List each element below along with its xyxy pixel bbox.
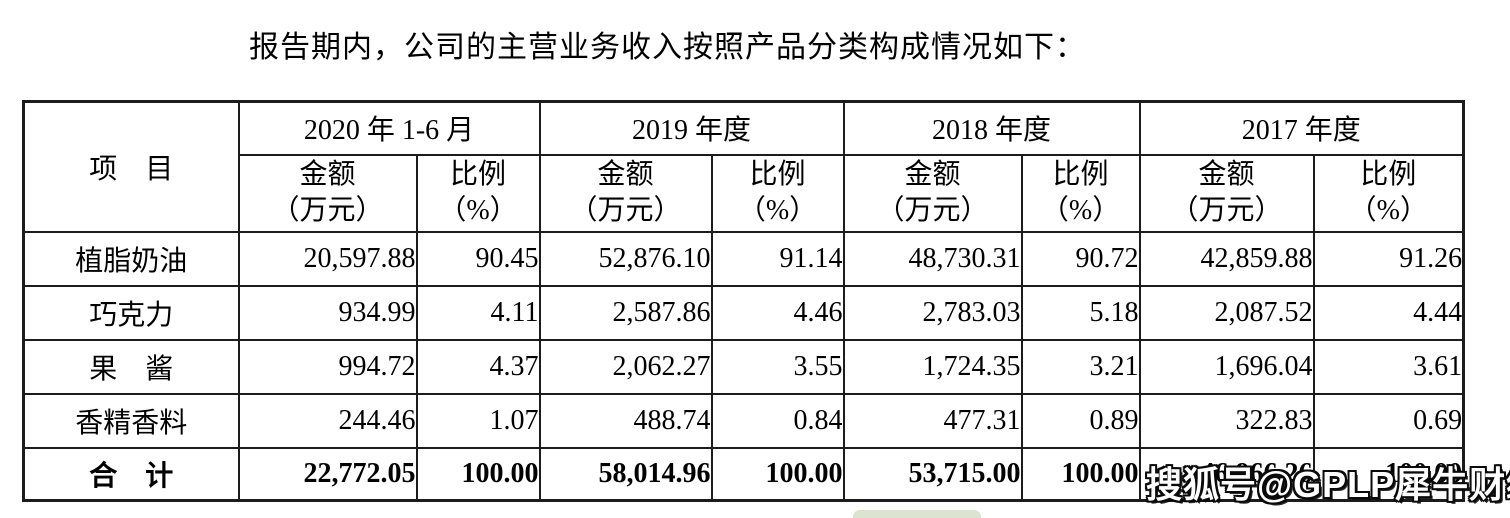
ratio-cell: 4.46 [710, 284, 845, 341]
amount-cell: 2,587.86 [538, 284, 713, 341]
total-amount-cell: 22,772.05 [237, 446, 418, 502]
total-amount-cell: 53,715.00 [842, 446, 1023, 502]
subheader-ratio-label: 比例 [1052, 158, 1109, 190]
ratio-cell: 4.37 [415, 338, 541, 395]
amount-cell: 42,859.88 [1138, 230, 1315, 287]
amount-cell: 488.74 [538, 392, 713, 449]
subheader-ratio-2020: 比例 （%） [415, 153, 541, 233]
subheader-amount-2018: 金额 （万元） [842, 153, 1023, 233]
table-row-total: 合 计 22,772.05 100.00 58,014.96 100.00 53… [22, 446, 1465, 502]
table-header-group-row: 项 目 2020 年 1-6 月 2019 年度 2018 年度 2017 年度 [22, 100, 1465, 233]
period-header-2020: 2020 年 1-6 月 [237, 100, 541, 156]
subheader-amount-unit: （万元） [1170, 195, 1283, 226]
total-amount-cell: 58,014.96 [538, 446, 713, 502]
table-header-sub-row: 金额 （万元） 比例 （%） 金额 （万元） 比例 （%） 金额 （万元） [24, 153, 1465, 233]
subheader-ratio-2017: 比例 （%） [1312, 153, 1465, 233]
ratio-cell: 3.21 [1020, 338, 1141, 395]
subheader-ratio-label: 比例 [1360, 158, 1417, 190]
total-ratio-cell: 100.00 [415, 446, 541, 502]
period-header-2017: 2017 年度 [1138, 100, 1465, 156]
amount-cell: 1,696.04 [1138, 338, 1315, 395]
subheader-ratio-unit: （%） [1348, 195, 1428, 226]
total-amount-cell: 46,966.26 [1138, 446, 1315, 502]
revenue-by-product-table: 项 目 2020 年 1-6 月 2019 年度 2018 年度 2017 年度… [22, 100, 1466, 502]
ratio-cell: 0.69 [1312, 392, 1465, 449]
ratio-cell: 90.45 [415, 230, 541, 287]
ratio-cell: 0.84 [710, 392, 845, 449]
ratio-cell: 3.61 [1312, 338, 1465, 395]
amount-cell: 322.83 [1138, 392, 1315, 449]
amount-cell: 2,783.03 [842, 284, 1023, 341]
amount-cell: 477.31 [842, 392, 1023, 449]
ratio-cell: 3.55 [710, 338, 845, 395]
row-item-label: 果 酱 [22, 338, 240, 395]
amount-cell: 52,876.10 [538, 230, 713, 287]
subheader-amount-2020: 金额 （万元） [237, 153, 418, 233]
total-ratio-cell: 100.00 [1312, 446, 1465, 502]
subheader-amount-unit: （万元） [876, 195, 989, 226]
subheader-ratio-label: 比例 [450, 158, 507, 190]
ratio-cell: 91.26 [1312, 230, 1465, 287]
period-header-2019: 2019 年度 [538, 100, 845, 156]
amount-cell: 20,597.88 [237, 230, 418, 287]
subheader-amount-2017: 金额 （万元） [1138, 153, 1315, 233]
total-ratio-cell: 100.00 [710, 446, 845, 502]
ratio-cell: 91.14 [710, 230, 845, 287]
row-item-label: 香精香料 [22, 392, 240, 449]
subheader-amount-label: 金额 [904, 158, 961, 190]
amount-cell: 2,087.52 [1138, 284, 1315, 341]
subheader-ratio-unit: （%） [737, 195, 818, 226]
amount-cell: 994.72 [237, 338, 418, 395]
subheader-ratio-unit: （%） [1040, 195, 1121, 226]
ratio-cell: 0.89 [1020, 392, 1141, 449]
table-row-jam: 果 酱 994.72 4.37 2,062.27 3.55 1,724.35 3… [22, 338, 1465, 395]
subheader-ratio-2018: 比例 （%） [1020, 153, 1141, 233]
ratio-cell: 5.18 [1020, 284, 1141, 341]
amount-cell: 244.46 [237, 392, 418, 449]
subheader-ratio-2019: 比例 （%） [710, 153, 845, 233]
amount-cell: 48,730.31 [842, 230, 1023, 287]
subheader-ratio-label: 比例 [749, 158, 806, 190]
total-ratio-cell: 100.00 [1020, 446, 1141, 502]
ratio-cell: 4.11 [415, 284, 541, 341]
period-header-2018: 2018 年度 [842, 100, 1141, 156]
subheader-amount-label: 金额 [299, 158, 356, 190]
row-item-label: 植脂奶油 [22, 230, 240, 287]
item-column-header: 项 目 [22, 100, 240, 233]
bottom-pill-decoration [853, 510, 981, 518]
amount-cell: 934.99 [237, 284, 418, 341]
ratio-cell: 4.44 [1312, 284, 1465, 341]
subheader-amount-2019: 金额 （万元） [538, 153, 713, 233]
subheader-ratio-unit: （%） [438, 195, 518, 226]
row-item-label: 巧克力 [22, 284, 240, 341]
table-row-whipping-cream: 植脂奶油 20,597.88 90.45 52,876.10 91.14 48,… [22, 230, 1465, 287]
table-row-chocolate: 巧克力 934.99 4.11 2,587.86 4.46 2,783.03 5… [22, 284, 1465, 341]
amount-cell: 1,724.35 [842, 338, 1023, 395]
document-heading: 报告期内，公司的主营业务收入按照产品分类构成情况如下： [249, 31, 1086, 64]
total-row-label: 合 计 [22, 446, 240, 502]
subheader-amount-label: 金额 [1198, 158, 1255, 190]
ratio-cell: 1.07 [415, 392, 541, 449]
amount-cell: 2,062.27 [538, 338, 713, 395]
sohu-watermark: 搜狐号@GPLP犀牛财经 [1146, 464, 1510, 505]
table-row-flavors-fragrances: 香精香料 244.46 1.07 488.74 0.84 477.31 0.89… [22, 392, 1465, 449]
subheader-amount-label: 金额 [597, 158, 654, 190]
subheader-amount-unit: （万元） [271, 195, 384, 226]
ratio-cell: 90.72 [1020, 230, 1141, 287]
subheader-amount-unit: （万元） [569, 195, 682, 226]
